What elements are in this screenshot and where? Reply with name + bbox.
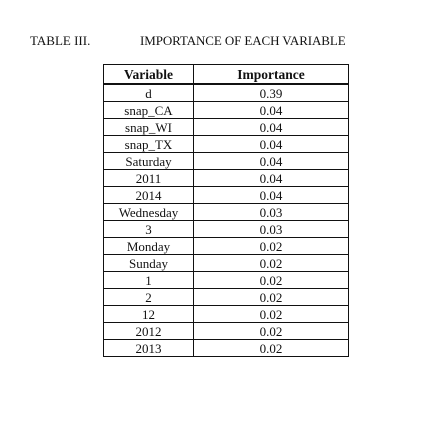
variable-cell: 2014 (103, 186, 194, 204)
table-row: 2012 0.02 (103, 322, 349, 340)
table-row: 2011 0.04 (103, 169, 349, 187)
variable-cell: snap_TX (103, 135, 194, 153)
variable-cell: 1 (103, 271, 194, 289)
variable-cell: Sunday (103, 254, 194, 272)
table-row: snap_WI 0.04 (103, 118, 349, 136)
importance-cell: 0.39 (193, 83, 349, 102)
table-row: 2013 0.02 (103, 339, 349, 357)
variable-cell: 12 (103, 305, 194, 323)
importance-cell: 0.04 (193, 135, 349, 153)
column-header-importance: Importance (193, 64, 349, 85)
importance-cell: 0.02 (193, 322, 349, 340)
caption-title: IMPORTANCE OF EACH VARIABLE (140, 33, 346, 48)
importance-cell: 0.02 (193, 305, 349, 323)
variable-cell: 2011 (103, 169, 194, 187)
table-row: 2014 0.04 (103, 186, 349, 204)
table-row: 1 0.02 (103, 271, 349, 289)
variable-cell: snap_WI (103, 118, 194, 136)
importance-cell: 0.02 (193, 339, 349, 357)
table-row: 3 0.03 (103, 220, 349, 238)
importance-cell: 0.04 (193, 169, 349, 187)
table-row: Sunday 0.02 (103, 254, 349, 272)
table-row: 12 0.02 (103, 305, 349, 323)
variable-cell: Monday (103, 237, 194, 255)
table-row: Monday 0.02 (103, 237, 349, 255)
variable-cell: d (103, 83, 194, 102)
table-body: d 0.39 snap_CA 0.04 snap_WI 0.04 snap_TX 0.04 Sa… (103, 83, 349, 357)
importance-cell: 0.03 (193, 203, 349, 221)
importance-cell: 0.04 (193, 101, 349, 119)
table-row: snap_CA 0.04 (103, 101, 349, 119)
table-row: snap_TX 0.04 (103, 135, 349, 153)
variable-cell: Wednesday (103, 203, 194, 221)
column-header-variable: Variable (103, 64, 194, 85)
importance-cell: 0.02 (193, 288, 349, 306)
variable-cell: 2 (103, 288, 194, 306)
table-row: 2 0.02 (103, 288, 349, 306)
variable-cell: 2013 (103, 339, 194, 357)
caption-label: TABLE III. (30, 33, 91, 48)
importance-cell: 0.02 (193, 254, 349, 272)
table-row: Wednesday 0.03 (103, 203, 349, 221)
variable-cell: 3 (103, 220, 194, 238)
variable-cell: snap_CA (103, 101, 194, 119)
variable-cell: 2012 (103, 322, 194, 340)
table-header-row: Variable Importance (103, 64, 349, 85)
importance-table: Variable Importance d 0.39 snap_CA 0.04 snap… (103, 64, 349, 357)
importance-cell: 0.02 (193, 271, 349, 289)
variable-cell: Saturday (103, 152, 194, 170)
table-row: Saturday 0.04 (103, 152, 349, 170)
importance-cell: 0.03 (193, 220, 349, 238)
importance-cell: 0.04 (193, 152, 349, 170)
table-row: d 0.39 (103, 83, 349, 102)
importance-cell: 0.04 (193, 186, 349, 204)
importance-cell: 0.04 (193, 118, 349, 136)
importance-cell: 0.02 (193, 237, 349, 255)
